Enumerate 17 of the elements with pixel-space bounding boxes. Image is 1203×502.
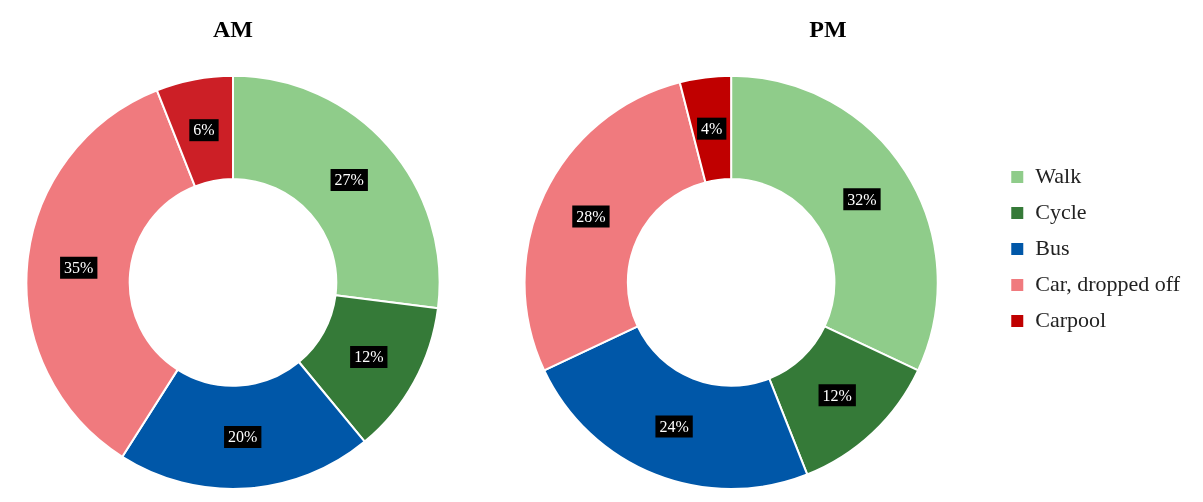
legend-label: Cycle — [1035, 198, 1087, 224]
chart-title: PM — [809, 15, 847, 42]
data-label: 20% — [228, 428, 258, 446]
legend-label: Carpool — [1035, 306, 1107, 332]
data-label: 24% — [659, 417, 689, 435]
legend-label: Bus — [1035, 234, 1070, 260]
chart-title: AM — [213, 15, 253, 42]
data-label: 28% — [576, 207, 606, 225]
data-label: 35% — [64, 259, 94, 277]
data-label: 12% — [354, 348, 384, 366]
data-label: 6% — [193, 121, 215, 139]
legend-label: Walk — [1035, 162, 1082, 188]
data-label: 4% — [701, 119, 723, 137]
data-label: 32% — [847, 190, 877, 208]
data-label: 27% — [334, 171, 364, 189]
legend-label: Car, dropped off — [1035, 270, 1181, 296]
data-label: 12% — [822, 386, 852, 404]
